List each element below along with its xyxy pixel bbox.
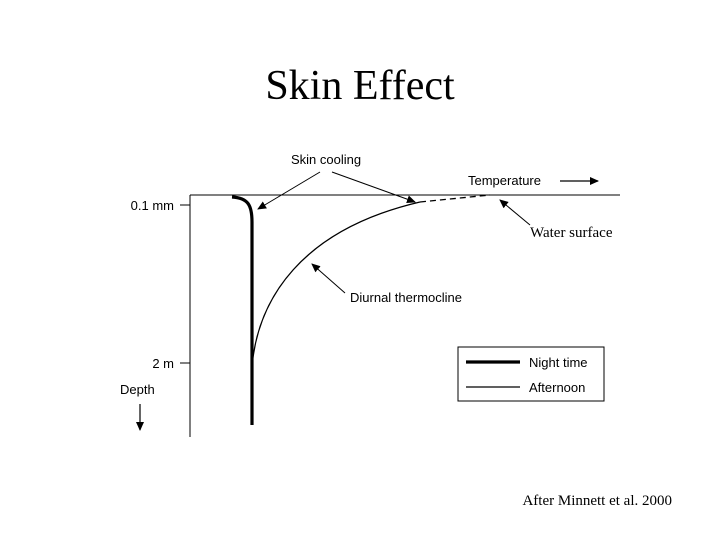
- afternoon-profile-curve: [251, 201, 421, 367]
- thermocline-arrow: [311, 263, 346, 294]
- legend-afternoon-label: Afternoon: [529, 380, 585, 395]
- depth-axis-label: Depth: [120, 382, 155, 397]
- legend-night-label: Night time: [529, 355, 588, 370]
- legend-box: Night time Afternoon: [457, 346, 605, 402]
- water-surface-arrow: [499, 199, 531, 226]
- citation-text: After Minnett et al. 2000: [522, 493, 672, 509]
- bottom-tick-label: 2 m: [152, 356, 174, 371]
- afternoon-dashed-extension: [419, 194, 491, 203]
- slide-title: Skin Effect: [265, 63, 455, 109]
- water-surface-label: Water surface: [530, 225, 613, 241]
- night-time-profile-curve: [231, 195, 254, 425]
- thermocline-label: Diurnal thermocline: [350, 290, 462, 305]
- temperature-axis-label: Temperature: [468, 173, 541, 188]
- skin-cooling-arrow-left: [257, 171, 321, 210]
- top-tick-label: 0.1 mm: [131, 198, 174, 213]
- skin-cooling-label: Skin cooling: [291, 152, 361, 167]
- skin-cooling-arrow-right: [331, 171, 416, 204]
